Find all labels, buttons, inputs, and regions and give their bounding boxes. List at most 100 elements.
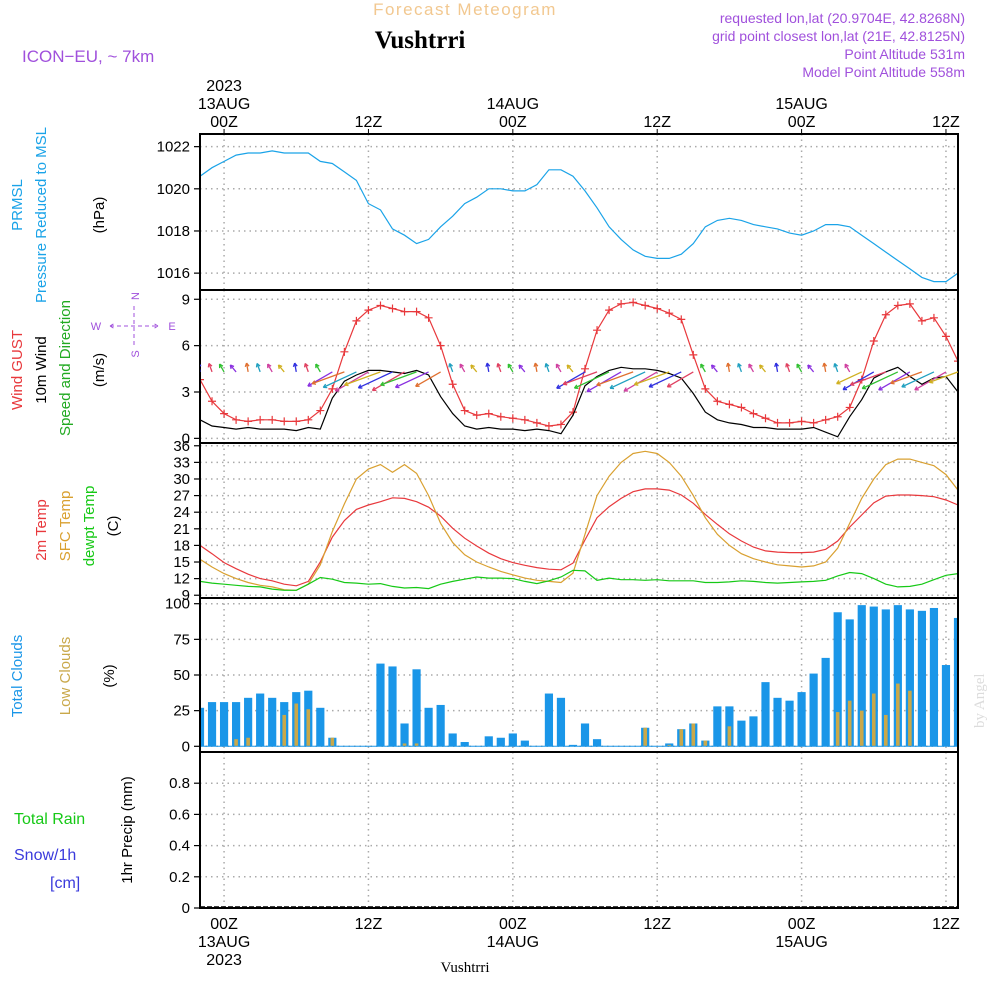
ytick-label-temp: 33 — [173, 454, 190, 471]
total-cloud-bar — [761, 682, 770, 747]
low-cloud-bar — [835, 712, 840, 747]
gust-marker — [496, 412, 505, 421]
gust-marker — [340, 347, 349, 356]
wind-arrow — [711, 364, 718, 373]
ytick-label-precip: 0.4 — [169, 838, 190, 855]
wind-arrow — [823, 362, 827, 373]
total-cloud-bar — [749, 716, 758, 747]
total-cloud-bar — [773, 697, 782, 747]
ytick-label-clouds: 0 — [182, 738, 190, 755]
gust-marker — [641, 301, 650, 310]
wind-arrow-head — [609, 384, 615, 390]
ytick-label-temp: 27 — [173, 488, 190, 505]
wind-arrow-head — [586, 387, 592, 393]
series-group-pressure — [200, 150, 958, 283]
gust-marker — [544, 422, 553, 430]
gust-marker — [629, 298, 638, 307]
ytick-label-clouds: 100 — [165, 596, 190, 613]
wind-arrow — [323, 371, 357, 388]
gust-marker — [412, 307, 421, 316]
total-cloud-bar — [496, 737, 505, 747]
wind-arrow-head — [785, 362, 790, 368]
top-time-label: 00Z — [210, 114, 238, 131]
ytick-label-temp: 24 — [173, 504, 190, 521]
total-cloud-bar — [219, 702, 229, 747]
total-cloud-bar — [809, 673, 818, 747]
wind-arrow-head — [878, 386, 883, 391]
label-speed-direction: Speed and Direction — [57, 300, 74, 436]
wind-arrow — [372, 371, 405, 392]
top-time-label: 13AUG — [198, 96, 250, 113]
ytick-label-temp: 9 — [182, 587, 190, 604]
gust-marker — [280, 417, 289, 426]
total-cloud-bar — [424, 707, 433, 747]
gust-marker — [304, 415, 313, 424]
low-cloud-bar — [282, 714, 287, 747]
wind-arrow-head — [836, 380, 841, 385]
ytick-label-wind: 6 — [182, 338, 190, 355]
wind-arrow — [737, 363, 743, 373]
total-cloud-bar — [833, 612, 842, 747]
bottom-station-label: Vushtrri — [440, 960, 489, 976]
total-cloud-bar — [436, 704, 445, 747]
bottom-time-label: 2023 — [206, 952, 242, 969]
panel-frame-precip — [199, 751, 959, 909]
wind-arrow — [245, 362, 249, 373]
low-cloud-bar — [234, 739, 238, 747]
wind-arrow — [518, 364, 526, 373]
gust-marker — [520, 415, 529, 424]
wind-arrow — [335, 371, 369, 392]
low-cloud-bar — [667, 744, 672, 747]
wind-arrow-head — [518, 364, 524, 370]
requested-coords: requested lon,lat (20.9704E, 42.8268N) — [720, 10, 965, 26]
wind-arrow — [448, 363, 454, 373]
gust-marker — [929, 313, 938, 322]
compass-w: W — [91, 321, 102, 333]
total-cloud-bar — [785, 700, 794, 747]
wind-arrow — [609, 371, 646, 389]
wind-arrow-head — [849, 381, 855, 387]
total-cloud-bar — [917, 610, 926, 747]
ytick-label-wind: 9 — [182, 291, 190, 308]
gust-marker — [869, 337, 878, 345]
gust-marker — [665, 309, 674, 318]
gust-marker — [328, 384, 337, 393]
wind-arrow-head — [485, 362, 491, 368]
wind-arrow-head — [556, 384, 561, 389]
total-cloud-bar — [592, 739, 602, 747]
total-cloud-bar — [929, 607, 939, 747]
gust-marker — [761, 414, 770, 423]
wind-arrows — [200, 362, 958, 393]
wind-arrow — [836, 371, 863, 385]
wind-arrow-head — [573, 384, 579, 389]
bottom-time-label: 12Z — [932, 916, 960, 933]
wind-arrow-head — [842, 385, 848, 391]
ytick-label-temp: 18 — [173, 537, 190, 554]
wind-arrow — [277, 364, 285, 373]
label-1hr-precip: 1hr Precip (mm) — [119, 776, 136, 884]
wind-arrow-head — [566, 364, 572, 370]
total-cloud-bar — [568, 744, 578, 747]
top-time-label: 14AUG — [487, 96, 539, 113]
wind-arrow-head — [648, 383, 654, 388]
wind-arrow-head — [255, 362, 261, 368]
gust-marker — [364, 306, 373, 315]
wind-arrow — [844, 363, 851, 373]
total-cloud-bar — [797, 692, 806, 747]
total-cloud-bar — [821, 657, 830, 747]
panel-pressure: 1016 1018 1020 1022 — [157, 133, 959, 291]
wind-arrow — [229, 364, 237, 373]
wind-arrow-head — [371, 386, 377, 392]
bottom-time-label: 15AUG — [775, 934, 827, 951]
ytick-label-clouds: 75 — [173, 631, 190, 648]
wind-arrow — [415, 371, 441, 387]
total-cloud-bar — [580, 723, 590, 747]
wind-arrow — [256, 363, 261, 373]
wind-arrow-head — [928, 378, 934, 384]
series-group-wind — [200, 298, 958, 438]
model-label: ICON−EU, ~ 7km — [22, 47, 154, 66]
wind-arrow — [380, 371, 417, 386]
wind-arrow-head — [737, 362, 742, 368]
wind-arrow — [395, 371, 429, 388]
